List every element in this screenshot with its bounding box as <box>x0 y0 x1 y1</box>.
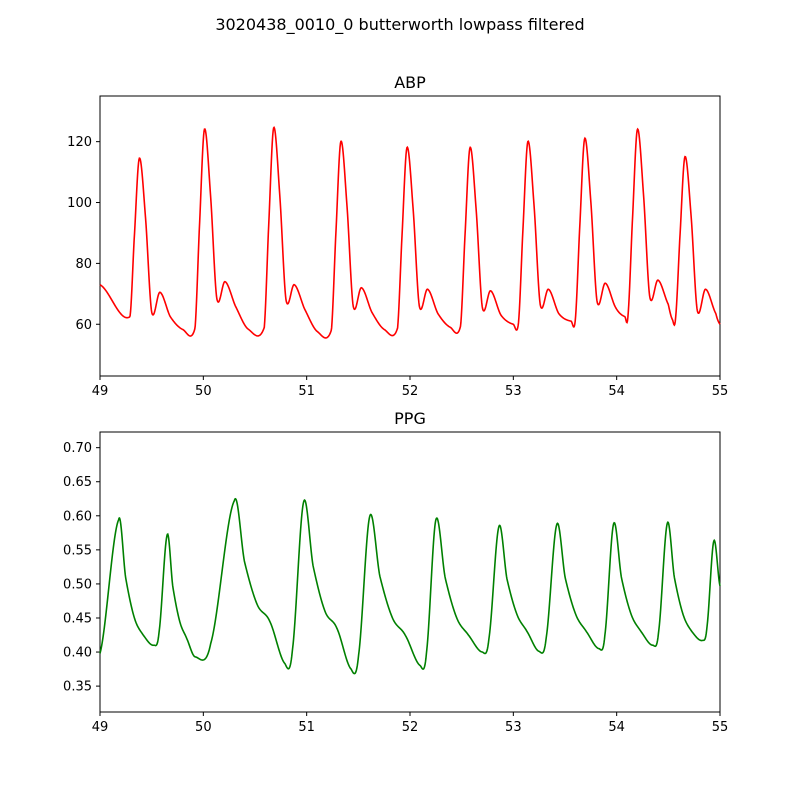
ppg-xtick-label: 51 <box>298 720 315 735</box>
abp-ytick-label: 120 <box>67 135 92 150</box>
abp-xtick-label: 54 <box>608 384 625 399</box>
abp-xtick-label: 55 <box>712 384 729 399</box>
ppg-subplot: PPG 49 50 51 52 53 54 55 0.350.400.450.500.550… <box>63 409 728 735</box>
ppg-ytick-label: 0.50 <box>63 577 92 592</box>
ppg-ytick-label: 0.65 <box>63 475 92 490</box>
abp-subplot: ABP 49 50 51 52 53 54 55 60 80 100 120 <box>67 73 728 399</box>
abp-x-axis: 49 50 51 52 53 54 55 <box>92 376 729 399</box>
abp-title: ABP <box>394 73 426 92</box>
ppg-ytick-label: 0.40 <box>63 646 92 661</box>
ppg-xtick-label: 50 <box>195 720 212 735</box>
ppg-ytick-label: 0.45 <box>63 611 92 626</box>
ppg-xtick-label: 52 <box>402 720 419 735</box>
abp-ytick-label: 80 <box>75 257 92 272</box>
abp-xtick-label: 51 <box>298 384 315 399</box>
ppg-x-axis: 49 50 51 52 53 54 55 <box>92 712 729 735</box>
ppg-title: PPG <box>394 409 426 428</box>
figure-suptitle: 3020438_0010_0 butterworth lowpass filte… <box>215 15 584 35</box>
abp-series-line <box>99 126 721 339</box>
ppg-series-line <box>99 497 721 675</box>
ppg-xtick-label: 55 <box>712 720 729 735</box>
ppg-y-axis: 0.35 0.40 0.45 0.50 0.55 0.60 0.65 0.70 <box>63 441 100 695</box>
abp-ytick-label: 60 <box>75 318 92 333</box>
abp-xtick-label: 49 <box>92 384 109 399</box>
abp-y-axis: 60 80 100 120 <box>67 135 100 333</box>
ppg-xtick-label: 54 <box>608 720 625 735</box>
abp-xtick-label: 50 <box>195 384 212 399</box>
ppg-ytick-label: 0.70 <box>63 441 92 456</box>
abp-xtick-label: 53 <box>505 384 522 399</box>
abp-ytick-label: 100 <box>67 196 92 211</box>
ppg-ytick-label: 0.55 <box>63 543 92 558</box>
ppg-xtick-label: 53 <box>505 720 522 735</box>
ppg-xtick-label: 49 <box>92 720 109 735</box>
ppg-ytick-label: 0.35 <box>63 680 92 695</box>
ppg-ytick-label: 0.60 <box>63 509 92 524</box>
abp-xtick-label: 52 <box>402 384 419 399</box>
